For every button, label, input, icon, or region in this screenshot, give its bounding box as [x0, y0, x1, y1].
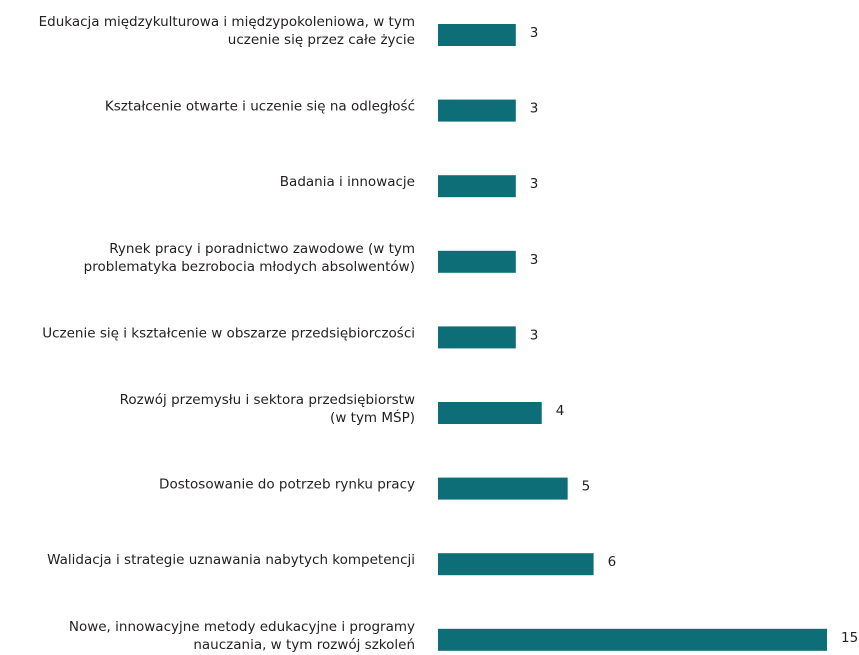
bar — [438, 24, 516, 46]
bar — [438, 326, 516, 349]
value-label: 3 — [530, 25, 539, 41]
category-line: Kształcenie otwarte i uczenie się na odl… — [105, 99, 415, 115]
category-line: problematyka bezrobocia młodych absolwen… — [84, 259, 415, 275]
category-label: Nowe, innowacyjne metody edukacyjne i pr… — [69, 619, 415, 653]
category-label: Uczenie się i kształcenie w obszarze prz… — [42, 325, 415, 341]
category-label: Rynek pracy i poradnictwo zawodowe (w ty… — [84, 241, 415, 275]
value-label: 3 — [530, 101, 539, 117]
category-line: nauczania, w tym rozwój szkoleń — [193, 637, 415, 653]
category-label: Kształcenie otwarte i uczenie się na odl… — [105, 99, 415, 115]
category-line: uczenie się przez całe życie — [228, 32, 415, 48]
bar — [438, 99, 516, 122]
bar — [438, 628, 827, 651]
category-label: Walidacja i strategie uznawania nabytych… — [47, 552, 415, 568]
category-line: Badania i innowacje — [280, 174, 415, 190]
value-label: 3 — [530, 176, 539, 192]
category-line: Dostosowanie do potrzeb rynku pracy — [159, 477, 415, 493]
bar — [438, 250, 516, 273]
bar — [438, 175, 516, 198]
category-line: Walidacja i strategie uznawania nabytych… — [47, 552, 415, 568]
category-label: Dostosowanie do potrzeb rynku pracy — [159, 477, 415, 493]
category-line: Uczenie się i kształcenie w obszarze prz… — [42, 325, 415, 341]
category-label: Rozwój przemysłu i sektora przedsiębiors… — [120, 392, 415, 426]
category-line: Rynek pracy i poradnictwo zawodowe (w ty… — [109, 241, 415, 257]
category-line: Rozwój przemysłu i sektora przedsiębiors… — [120, 392, 415, 408]
value-label: 3 — [530, 252, 539, 268]
category-line: Edukacja międzykulturowa i międzypokolen… — [39, 14, 415, 30]
value-label: 4 — [556, 403, 565, 419]
bar — [438, 402, 542, 424]
value-label: 5 — [582, 479, 591, 495]
value-label: 6 — [608, 554, 617, 570]
category-label: Badania i innowacje — [280, 174, 415, 190]
bar — [438, 553, 594, 576]
category-label: Edukacja międzykulturowa i międzypokolen… — [39, 14, 415, 48]
bar — [438, 477, 568, 500]
value-label: 3 — [530, 327, 539, 343]
category-line: Nowe, innowacyjne metody edukacyjne i pr… — [69, 619, 415, 635]
category-line: (w tym MŚP) — [330, 408, 415, 426]
value-label: 15 — [841, 630, 858, 646]
